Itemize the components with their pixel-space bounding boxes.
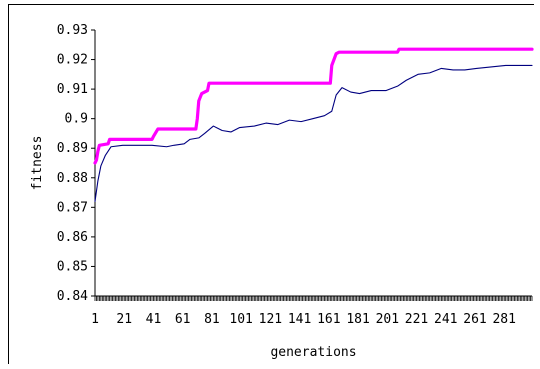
x-tick-label: 261: [463, 312, 486, 327]
y-tick-label: 0.84: [57, 289, 88, 304]
x-tick-label: 41: [146, 312, 162, 327]
x-tick-label: 81: [204, 312, 220, 327]
y-tick-label: 0.92: [57, 53, 88, 68]
x-tick-label: 161: [317, 312, 340, 327]
y-axis-title: fitness: [30, 136, 45, 191]
y-tick-label: 0.88: [57, 171, 88, 186]
y-tick-label: 0.9: [65, 112, 88, 127]
x-tick-marks: [94, 296, 533, 301]
chart-frame: [8, 4, 534, 364]
series-line-1: [93, 47, 534, 165]
x-axis-title: generations: [270, 345, 356, 360]
x-tick-label: 281: [492, 312, 515, 327]
x-tick-label: 21: [116, 312, 132, 327]
y-tick-label: 0.91: [57, 82, 88, 97]
x-tick-label: 101: [229, 312, 252, 327]
x-tick-label: 141: [288, 312, 311, 327]
y-tick-label: 0.86: [57, 230, 88, 245]
x-tick-label: 1: [91, 312, 99, 327]
y-tick-label: 0.93: [57, 23, 88, 38]
series-line-2: [94, 64, 533, 202]
y-tick-label: 0.85: [57, 259, 88, 274]
y-tick-label: 0.89: [57, 141, 88, 156]
x-tick-label: 61: [175, 312, 191, 327]
x-tick-label: 241: [434, 312, 457, 327]
x-tick-label: 221: [405, 312, 428, 327]
x-tick-label: 121: [259, 312, 282, 327]
x-tick-label: 201: [376, 312, 399, 327]
x-tick-label: 181: [346, 312, 369, 327]
y-tick-label: 0.87: [57, 200, 88, 215]
